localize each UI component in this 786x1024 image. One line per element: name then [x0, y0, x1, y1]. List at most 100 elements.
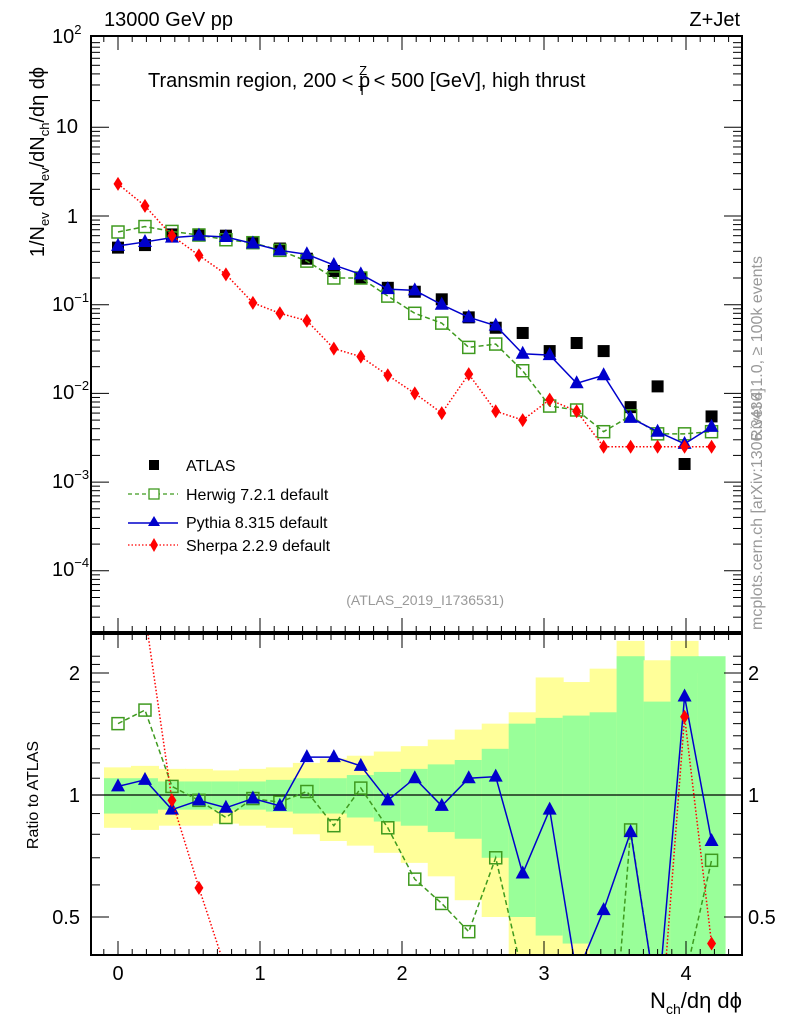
point-pythia: [542, 347, 557, 361]
legend: ATLAS Herwig 7.2.1 default Pythia 8.315 …: [128, 458, 331, 555]
ratio-y-tick-label-right: 0.5: [748, 907, 776, 929]
y-tick-label: 10−2: [52, 378, 89, 404]
point-pythia: [272, 797, 287, 811]
point-pythia: [488, 317, 503, 331]
point-pythia: [570, 967, 584, 980]
point-atlas: [597, 345, 610, 358]
legend-label-atlas: ATLAS: [186, 458, 236, 475]
point-pythia: [704, 418, 719, 432]
point-sherpa: [545, 1012, 554, 1024]
point-sherpa: [626, 968, 635, 982]
point-sherpa: [221, 267, 231, 282]
point-pythia: [353, 757, 368, 771]
point-herwig: [461, 924, 476, 939]
point-sherpa: [356, 349, 366, 364]
y-axis-label-ratio: Ratio to ATLAS: [25, 741, 42, 849]
ratio-y-tick-label-right: 1: [748, 785, 759, 807]
point-pythia: [380, 792, 395, 806]
point-atlas: [516, 326, 529, 339]
point-sherpa: [572, 404, 582, 419]
x-tick-label: 2: [396, 963, 407, 985]
point-pythia: [245, 235, 260, 249]
point-pythia: [488, 768, 503, 782]
legend-label-sherpa: Sherpa 2.2.9 default: [186, 538, 331, 555]
point-sherpa: [140, 607, 149, 621]
point-sherpa: [464, 367, 474, 382]
band-green: [616, 656, 645, 955]
analysis-id: (ATLAS_2019_I1736531): [346, 592, 504, 608]
point-pythia: [111, 237, 125, 251]
band-green: [697, 656, 726, 955]
point-sherpa: [626, 439, 636, 454]
point-pythia: [218, 228, 233, 242]
point-herwig: [327, 818, 341, 833]
point-sherpa: [194, 880, 204, 895]
point-herwig: [488, 337, 503, 351]
point-sherpa: [194, 248, 204, 263]
point-pythia: [299, 246, 314, 260]
point-pythia: [407, 282, 422, 296]
x-tick-label: 0: [112, 963, 123, 985]
point-herwig: [300, 784, 314, 799]
header-left: 13000 GeV pp: [104, 9, 233, 31]
point-herwig: [435, 896, 449, 911]
band-green: [508, 723, 537, 917]
header-right: Z+Jet: [689, 9, 740, 31]
point-sherpa: [680, 709, 690, 724]
legend-label-pythia: Pythia 8.315 default: [186, 515, 328, 532]
point-sherpa: [653, 439, 663, 454]
legend-marker-herwig: [148, 488, 160, 500]
x-tick-label: 1: [254, 963, 265, 985]
y-axis-label-main: 1/Nev dNev/dNch/dη dϕ: [27, 67, 52, 257]
point-pythia: [326, 257, 341, 271]
band-green: [319, 778, 348, 814]
legend-marker-atlas: [149, 460, 159, 470]
point-herwig: [596, 424, 611, 439]
point-herwig: [408, 872, 422, 886]
point-pythia: [515, 345, 530, 359]
point-herwig: [138, 703, 152, 717]
point-sherpa: [707, 439, 717, 454]
point-pythia: [434, 797, 449, 811]
x-axis-label: Nch/dη dϕ: [650, 988, 742, 1017]
point-herwig: [138, 219, 152, 234]
point-sherpa: [221, 963, 230, 977]
point-sherpa: [680, 439, 690, 454]
point-pythia: [596, 367, 611, 381]
legend-label-herwig: Herwig 7.2.1 default: [186, 487, 329, 504]
point-atlas: [705, 410, 718, 423]
point-sherpa: [167, 793, 177, 808]
ratio-y-tick-label-right: 2: [748, 663, 759, 685]
point-pythia: [569, 375, 584, 389]
point-pythia: [542, 801, 557, 815]
point-sherpa: [302, 313, 312, 328]
point-herwig: [488, 851, 503, 865]
x-tick-label: 3: [538, 963, 549, 985]
point-pythia: [461, 770, 476, 784]
point-pythia: [137, 233, 152, 247]
plot-title: Transmin region, 200 < pZ T < 500 [GeV], …: [148, 63, 586, 98]
point-pythia: [111, 778, 125, 792]
band-green: [643, 701, 672, 955]
point-sherpa: [410, 386, 420, 401]
y-tick-label: 1: [67, 206, 78, 228]
ratio-series-group: [111, 498, 719, 1024]
point-sherpa: [248, 295, 258, 310]
point-sherpa: [599, 439, 609, 454]
point-pythia: [137, 771, 152, 785]
point-atlas: [651, 380, 664, 393]
point-pythia: [434, 296, 449, 310]
main-series-group: [111, 176, 719, 470]
point-sherpa: [113, 176, 123, 191]
point-herwig: [111, 716, 125, 731]
band-green: [562, 715, 591, 944]
point-sherpa: [167, 228, 177, 243]
series-line-herwig: [117, 709, 713, 955]
point-pythia: [272, 242, 287, 256]
point-pythia: [191, 227, 206, 241]
point-herwig: [435, 316, 449, 330]
point-sherpa: [491, 404, 501, 419]
point-sherpa: [114, 498, 123, 512]
point-herwig: [515, 364, 530, 378]
